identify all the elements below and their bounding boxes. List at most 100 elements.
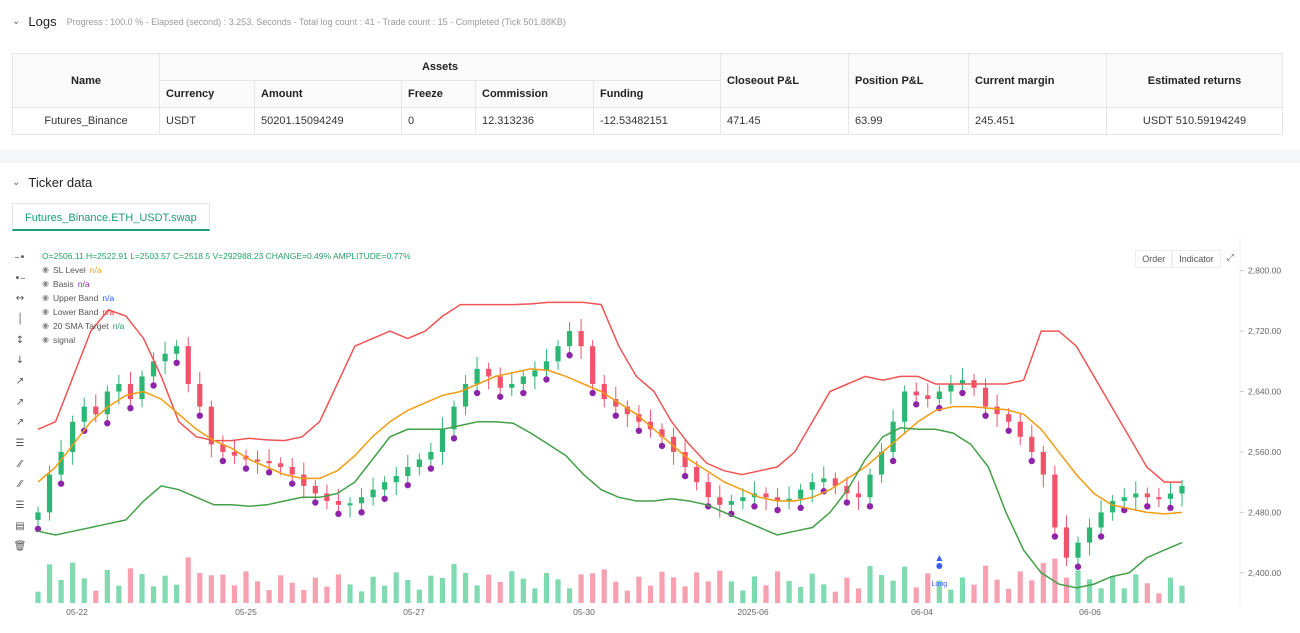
legend-item[interactable]: ◉ Upper Band n/a [42, 291, 411, 305]
volume-bar [1040, 563, 1046, 603]
logs-title: Logs [28, 14, 57, 29]
eye-icon[interactable]: ◉ [42, 335, 49, 344]
legend-item[interactable]: ◉ SL Level n/a [42, 263, 411, 277]
volume-bar [127, 568, 134, 603]
x-tick-label: 05-27 [403, 607, 425, 617]
candle-body [1017, 421, 1023, 437]
signal-dot [34, 525, 42, 533]
vertical-line-icon[interactable]: │ [16, 313, 24, 325]
volume-bar [728, 581, 734, 603]
signal-dot [497, 393, 504, 400]
ray-line-icon[interactable]: ↗ [15, 396, 25, 408]
eye-icon[interactable]: ◉ [42, 279, 49, 288]
fullscreen-icon[interactable]: ⤢ [1220, 250, 1240, 268]
volume-bar [266, 590, 272, 603]
candle-body [266, 461, 272, 464]
volume-bar [382, 585, 388, 603]
volume-bar [35, 591, 41, 603]
volume-bar [844, 577, 850, 603]
eye-icon[interactable]: ◉ [42, 307, 49, 316]
volume-bar [58, 580, 64, 603]
candle-body [1029, 436, 1035, 452]
volume-bar [462, 573, 469, 603]
volume-bar [254, 581, 261, 603]
volume-bar [670, 577, 677, 603]
candle-body [959, 380, 966, 384]
volume-bar [982, 565, 989, 603]
parallel-channel-icon[interactable]: ⁄⁄ [18, 458, 22, 470]
signal-dot [127, 404, 134, 412]
volume-bar [624, 590, 630, 603]
volume-bar [220, 574, 226, 603]
order-button[interactable]: Order [1135, 250, 1173, 268]
candle-body [497, 376, 503, 388]
volume-bar [347, 584, 353, 603]
eye-icon[interactable]: ◉ [42, 321, 49, 330]
chevron-down-icon[interactable]: ⌄ [12, 177, 21, 188]
signal-dot [959, 389, 966, 397]
volume-bar [231, 585, 238, 603]
fib-retracement-icon[interactable]: ☰ [15, 500, 25, 512]
legend-value: n/a [102, 307, 115, 317]
legend-item[interactable]: ◉ signal [42, 333, 411, 347]
volume-bar [555, 579, 561, 603]
price-channel-icon[interactable]: ☰ [15, 438, 25, 450]
legend-item[interactable]: ◉ Basis n/a [42, 277, 411, 291]
volume-bar [740, 590, 746, 603]
vertical-ray-icon[interactable]: ↓ [15, 355, 25, 367]
candle-body [821, 478, 827, 483]
volume-bar [393, 572, 399, 603]
arrow-line-icon[interactable]: ↗ [15, 417, 25, 429]
signal-dot [1167, 504, 1174, 512]
eye-icon[interactable]: ◉ [42, 265, 49, 274]
legend-item[interactable]: ◉ Lower Band n/a [42, 305, 411, 319]
candle-body [93, 406, 99, 415]
signal-dot [982, 412, 989, 419]
candle-body [324, 493, 330, 502]
trend-line-icon[interactable]: ↗ [15, 375, 25, 387]
candle-body [982, 387, 989, 407]
volume-bar [93, 590, 99, 603]
indicator-button[interactable]: Indicator [1172, 250, 1221, 268]
volume-bar [486, 574, 492, 603]
volume-bar [278, 575, 284, 603]
signal-dot [265, 469, 273, 476]
price-chart[interactable]: 2,800.00 2,720.00 2,640.00 2,560.00 2,480.00… [0, 163, 1300, 633]
fib-lines-icon[interactable]: ⁄⁄ [18, 479, 22, 491]
vertical-segment-icon[interactable]: ↕ [15, 334, 25, 346]
long-marker-icon [936, 563, 943, 569]
volume-bar [509, 571, 515, 603]
measure-icon[interactable]: ▤ [15, 520, 25, 532]
tab-eth-usdt-swap[interactable]: Futures_Binance.ETH_USDT.swap [12, 203, 210, 231]
eye-icon[interactable]: ◉ [42, 293, 49, 302]
volume-bar [971, 584, 977, 603]
extended-line-icon[interactable]: ↔ [15, 293, 25, 305]
volume-bar [46, 564, 53, 603]
volume-bar [428, 575, 434, 603]
legend-label: 20 SMA Target [52, 321, 109, 331]
volume-bar [185, 557, 191, 603]
chevron-down-icon[interactable]: ⌄ [12, 16, 21, 27]
ticker-header[interactable]: ⌄ Ticker data [12, 175, 92, 190]
logs-header[interactable]: ⌄ Logs Progress : 100.0 % - Elapsed (sec… [12, 14, 566, 29]
signal-dot [427, 465, 435, 472]
horizontal-line-icon[interactable]: –• [14, 251, 26, 263]
ohlc-readout: O=2506.11 H=2522.91 L=2503.57 C=2518.5 V… [42, 251, 411, 261]
candle-body [162, 353, 168, 362]
signal-dot [150, 382, 157, 389]
cell-freeze: 0 [401, 107, 476, 135]
volume-bar [821, 584, 827, 603]
candle-body [1052, 474, 1058, 528]
volume-bar [197, 573, 203, 603]
trash-icon[interactable]: 🗑 [13, 541, 27, 553]
volume-bar [590, 573, 596, 603]
horizontal-ray-icon[interactable]: •– [14, 272, 26, 284]
col-name: Name [12, 53, 160, 108]
legend-label: Upper Band [52, 293, 99, 303]
candle-body [740, 497, 746, 502]
candle-body [370, 489, 376, 498]
volume-bar [289, 582, 295, 603]
legend-item[interactable]: ◉ 20 SMA Target n/a [42, 319, 411, 333]
logs-panel: ⌄ Logs Progress : 100.0 % - Elapsed (sec… [0, 0, 1300, 150]
volume-bar [543, 573, 550, 603]
